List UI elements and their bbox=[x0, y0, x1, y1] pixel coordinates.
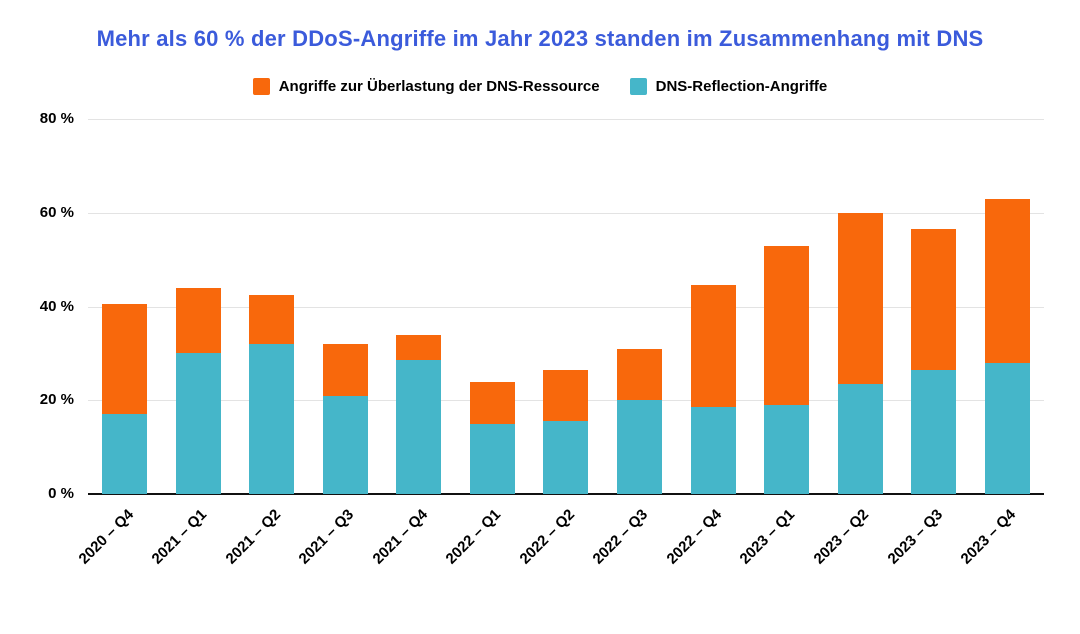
y-tick-label: 40 % bbox=[39, 297, 74, 315]
bar-segment-reflection bbox=[249, 344, 295, 494]
x-axis-label: 2021 – Q1 bbox=[148, 506, 211, 568]
bar-segment-reflection bbox=[984, 362, 1030, 494]
bar-2023–Q3: 2023 – Q3 bbox=[884, 119, 957, 568]
legend-label-reflection: DNS-Reflection-Angriffe bbox=[655, 78, 828, 95]
x-axis-label: 2022 – Q3 bbox=[589, 506, 652, 568]
gridline bbox=[88, 212, 1044, 214]
legend-label-overload: Angriffe zur Überlastung der DNS-Ressour… bbox=[278, 78, 600, 95]
bar-segment-overload bbox=[175, 287, 221, 354]
bar-2021–Q2: 2021 – Q2 bbox=[222, 119, 295, 568]
bar-segment-reflection bbox=[911, 369, 957, 494]
bar-2022–Q1: 2022 – Q1 bbox=[443, 119, 515, 568]
x-axis-label: 2021 – Q3 bbox=[295, 506, 358, 568]
bar-segment-overload bbox=[690, 285, 736, 408]
bar-segment-reflection bbox=[543, 421, 589, 494]
bar-2021–Q1: 2021 – Q1 bbox=[149, 119, 221, 568]
bar-segment-reflection bbox=[102, 414, 148, 494]
y-tick-label: 20 % bbox=[39, 391, 74, 409]
bar-2022–Q3: 2022 – Q3 bbox=[590, 119, 662, 568]
bar-2021–Q4: 2021 – Q4 bbox=[369, 119, 442, 568]
bar-segment-reflection bbox=[616, 400, 662, 494]
y-axis: 0 % 20 % 40 % 60 % 80 % bbox=[0, 110, 74, 502]
bar-segment-overload bbox=[322, 344, 368, 396]
bar-2023–Q2: 2023 – Q2 bbox=[811, 119, 883, 568]
y-tick-label: 0 % bbox=[48, 485, 74, 502]
bar-segment-reflection bbox=[322, 395, 368, 494]
bar-segment-reflection bbox=[690, 407, 736, 494]
bar-segment-overload bbox=[469, 381, 515, 424]
x-axis-label: 2023 – Q2 bbox=[810, 506, 873, 568]
bar-segment-overload bbox=[911, 229, 957, 370]
x-axis-label: 2022 – Q2 bbox=[516, 506, 578, 568]
gridline bbox=[88, 119, 1044, 120]
bar-segment-reflection bbox=[175, 353, 221, 494]
legend-item-reflection: DNS-Reflection-Angriffe bbox=[629, 78, 828, 95]
y-tick-label: 60 % bbox=[39, 203, 74, 221]
bar-2022–Q4: 2022 – Q4 bbox=[663, 119, 736, 568]
x-axis-label: 2022 – Q4 bbox=[663, 506, 726, 568]
bar-2020–Q4: 2020 – Q4 bbox=[75, 119, 148, 568]
legend-swatch-orange-icon bbox=[252, 78, 270, 95]
x-axis-label: 2023 – Q3 bbox=[884, 506, 946, 568]
bar-segment-reflection bbox=[764, 404, 810, 494]
legend-swatch-teal-icon bbox=[629, 78, 647, 95]
x-axis-label: 2021 – Q2 bbox=[222, 506, 284, 568]
bar-2022–Q2: 2022 – Q2 bbox=[516, 119, 589, 568]
x-axis-label: 2021 – Q4 bbox=[369, 506, 431, 568]
bar-segment-overload bbox=[837, 212, 883, 384]
bar-segment-overload bbox=[543, 369, 589, 422]
x-axis-label: 2020 – Q4 bbox=[75, 506, 137, 568]
bar-segment-overload bbox=[249, 294, 295, 344]
bar-segment-overload bbox=[396, 334, 442, 361]
bar-2021–Q3: 2021 – Q3 bbox=[296, 119, 368, 568]
bar-segment-reflection bbox=[469, 423, 515, 494]
bar-segment-overload bbox=[102, 304, 148, 415]
x-axis-label: 2023 – Q4 bbox=[957, 506, 1020, 568]
page-title: Mehr als 60 % der DDoS-Angriffe im Jahr … bbox=[96, 26, 984, 51]
bar-segment-reflection bbox=[396, 360, 442, 494]
bar-segment-overload bbox=[764, 245, 810, 405]
legend-item-overload: Angriffe zur Überlastung der DNS-Ressour… bbox=[252, 78, 600, 95]
bars: 2020 – Q4 2021 – Q1 2021 – Q2 2021 – Q3 2021… bbox=[75, 119, 1044, 568]
bar-segment-overload bbox=[984, 198, 1030, 363]
chart-legend: Angriffe zur Überlastung der DNS-Ressour… bbox=[0, 78, 1080, 95]
plot-area: 2020 – Q4 2021 – Q1 2021 – Q2 2021 – Q3 2021… bbox=[75, 119, 1044, 568]
bar-segment-overload bbox=[616, 348, 662, 401]
x-axis-label: 2023 – Q1 bbox=[737, 506, 799, 568]
stacked-bar-chart: 0 % 20 % 40 % 60 % 80 % 2020 – Q4 2021 – Q1 20… bbox=[0, 101, 1080, 601]
y-tick-label: 80 % bbox=[39, 110, 74, 127]
x-axis-baseline bbox=[88, 493, 1044, 495]
x-axis-label: 2022 – Q1 bbox=[442, 506, 505, 568]
bar-2023–Q1: 2023 – Q1 bbox=[737, 119, 810, 568]
bar-2023–Q4: 2023 – Q4 bbox=[958, 119, 1030, 568]
gridline bbox=[88, 306, 1044, 308]
bar-segment-reflection bbox=[837, 383, 883, 494]
